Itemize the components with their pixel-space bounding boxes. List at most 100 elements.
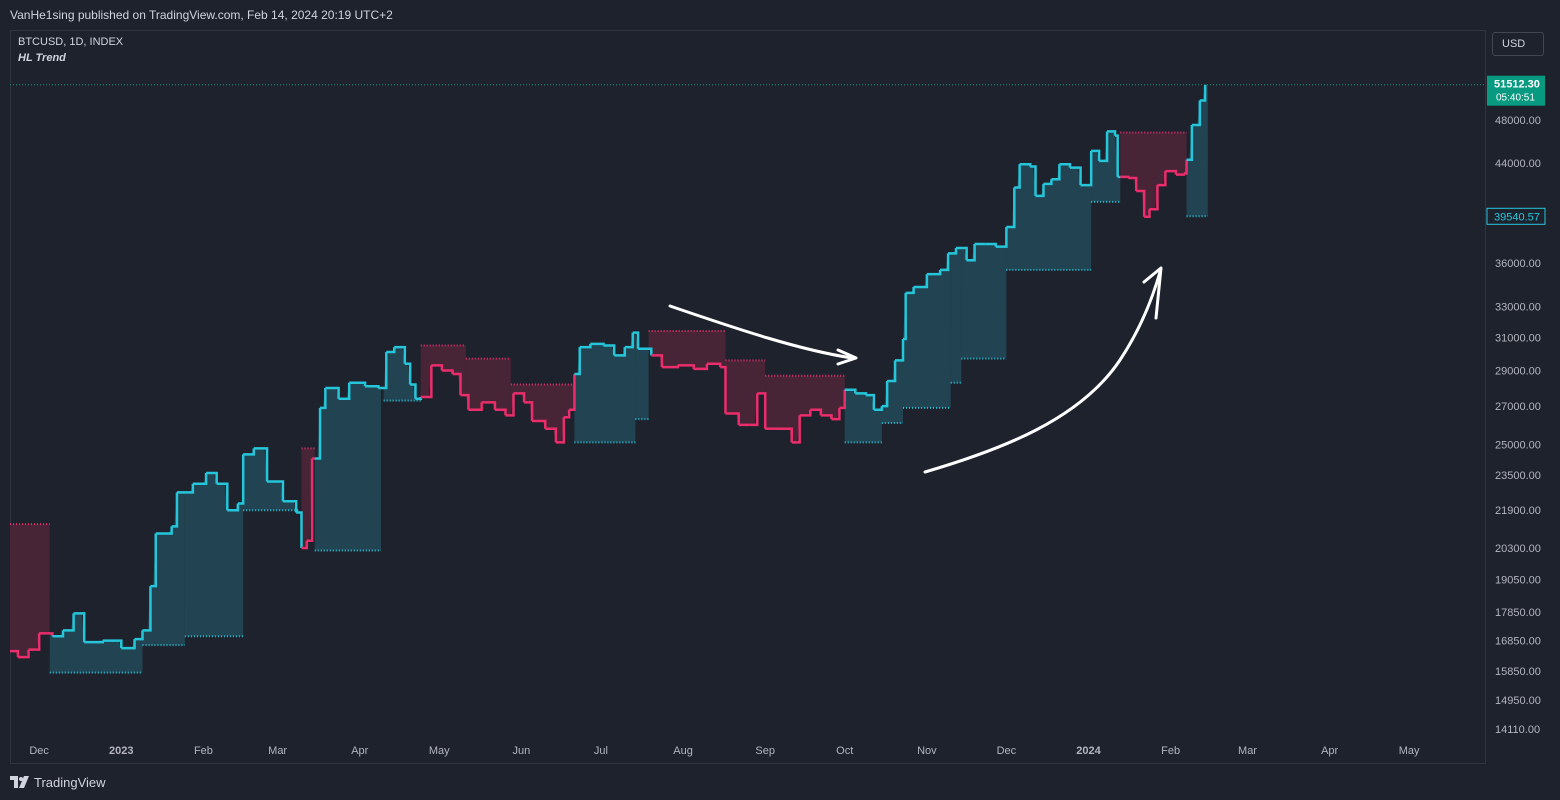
price-line-segment: [563, 409, 571, 419]
price-line-segment: [905, 287, 915, 295]
hl-level-badge-label: 39540.57: [1494, 211, 1540, 223]
price-line-segment: [73, 612, 86, 643]
hl-trend-fill: [765, 375, 845, 443]
tradingview-logo-text: TradingView: [34, 774, 106, 790]
price-line-segment: [903, 292, 907, 341]
price-line-segment: [410, 383, 417, 399]
tradingview-logo-icon: [10, 776, 29, 788]
price-line-segment: [839, 389, 846, 410]
indicator-name[interactable]: HL Trend: [18, 52, 66, 64]
price-line-segment: [778, 427, 793, 443]
price-line-segment: [1035, 183, 1045, 198]
hl-trend-fill: [1091, 131, 1121, 202]
y-tick-label: 17850.00: [1495, 607, 1541, 619]
hl-trend-fill: [903, 253, 951, 408]
price-line-segment: [940, 253, 950, 272]
x-tick-label: May: [429, 745, 450, 757]
y-tick-label: 21900.00: [1495, 505, 1541, 517]
price-line-segment: [192, 473, 208, 485]
symbol-info[interactable]: BTCUSD, 1D, INDEX: [18, 36, 124, 48]
price-line-segment: [873, 406, 884, 412]
price-line-segment: [394, 345, 407, 364]
price-line-segment: [17, 649, 30, 659]
curved-down-arrow: [668, 304, 854, 360]
hl-trend-fill: [142, 492, 185, 646]
price-line-segment: [28, 633, 41, 651]
currency-button[interactable]: USD: [1492, 32, 1544, 56]
price-line-segment: [176, 483, 195, 494]
price-line-segment: [404, 362, 412, 385]
hl-trend-fill: [420, 345, 466, 397]
price-line-segment: [1014, 164, 1021, 189]
price-line-segment: [624, 332, 634, 349]
price-line-segment: [505, 393, 515, 417]
price-line-segment: [1069, 166, 1082, 186]
price-line-segment: [431, 364, 444, 371]
price-line-segment: [237, 454, 245, 505]
publish-info: VanHe1sing published on TradingView.com,…: [10, 8, 393, 22]
hl-trend-fill-layer: [10, 84, 1208, 673]
price-line-segment: [1144, 209, 1151, 219]
price-line-segment: [267, 480, 285, 502]
price-line-segment: [555, 417, 566, 444]
y-tick-label: 25000.00: [1495, 439, 1541, 451]
price-line-segment: [155, 526, 173, 535]
price-line-segment: [325, 386, 340, 399]
price-line-segment: [441, 369, 454, 374]
hl-trend-fill: [10, 524, 50, 658]
price-line-segment: [524, 401, 534, 422]
x-tick-label: Jun: [513, 745, 531, 757]
x-tick-label: Feb: [194, 745, 213, 757]
price-line-segment: [1186, 125, 1194, 161]
price-line-segment: [1043, 179, 1053, 186]
price-line-segment: [1183, 159, 1188, 175]
price-line-segment: [948, 247, 958, 255]
x-tick-label: Dec: [997, 745, 1017, 757]
price-line-segment: [757, 392, 767, 429]
tradingview-logo[interactable]: TradingView: [10, 774, 106, 790]
y-tick-label: 33000.00: [1495, 301, 1541, 313]
price-line-segment: [791, 415, 801, 444]
price-line-segment: [481, 401, 497, 410]
hl-trend-fill: [465, 358, 511, 416]
price-line-segment: [820, 414, 833, 420]
price-line-segment: [1120, 175, 1130, 179]
price-line-segment: [632, 331, 640, 349]
price-line-segment: [494, 408, 507, 416]
price-line-segment: [579, 343, 592, 349]
price-line-segment: [150, 533, 157, 588]
y-tick-label: 20300.00: [1495, 543, 1541, 555]
y-tick-label: 29000.00: [1495, 366, 1541, 378]
y-tick-label: 44000.00: [1495, 158, 1541, 170]
price-line-segment: [142, 586, 152, 632]
x-tick-label: Sep: [755, 745, 775, 757]
price-line-segment: [677, 364, 695, 369]
price-line-segment: [296, 511, 303, 548]
hl-trend-fill: [314, 382, 381, 551]
price-line-segment: [134, 630, 144, 641]
price-line-segment: [661, 365, 680, 369]
price-line-segment: [844, 388, 857, 394]
price-line-segment: [320, 387, 327, 410]
last-price-label: 51512.30: [1494, 79, 1540, 91]
price-line-segment: [378, 352, 388, 390]
hl-trend-level-layer: [10, 131, 1208, 674]
price-line-segment: [1059, 163, 1072, 168]
y-tick-label: 19050.00: [1495, 575, 1541, 587]
hl-trend-fill: [383, 347, 421, 401]
price-line-segment: [1080, 150, 1093, 187]
hl-trend-fill: [1186, 84, 1208, 217]
price-line-segment: [926, 269, 942, 276]
x-tick-label: 2024: [1076, 745, 1101, 757]
price-line-segment: [799, 409, 812, 417]
chart-pane[interactable]: [10, 30, 1486, 764]
price-line-segment: [865, 393, 876, 410]
footer-bar: [0, 766, 1560, 800]
y-tick-label: 14950.00: [1495, 695, 1541, 707]
price-line-segment: [452, 372, 462, 396]
x-tick-label: Jul: [594, 745, 608, 757]
price-line-segment: [468, 402, 483, 412]
price-line-segment: [314, 407, 322, 460]
x-tick-label: Nov: [917, 745, 937, 757]
